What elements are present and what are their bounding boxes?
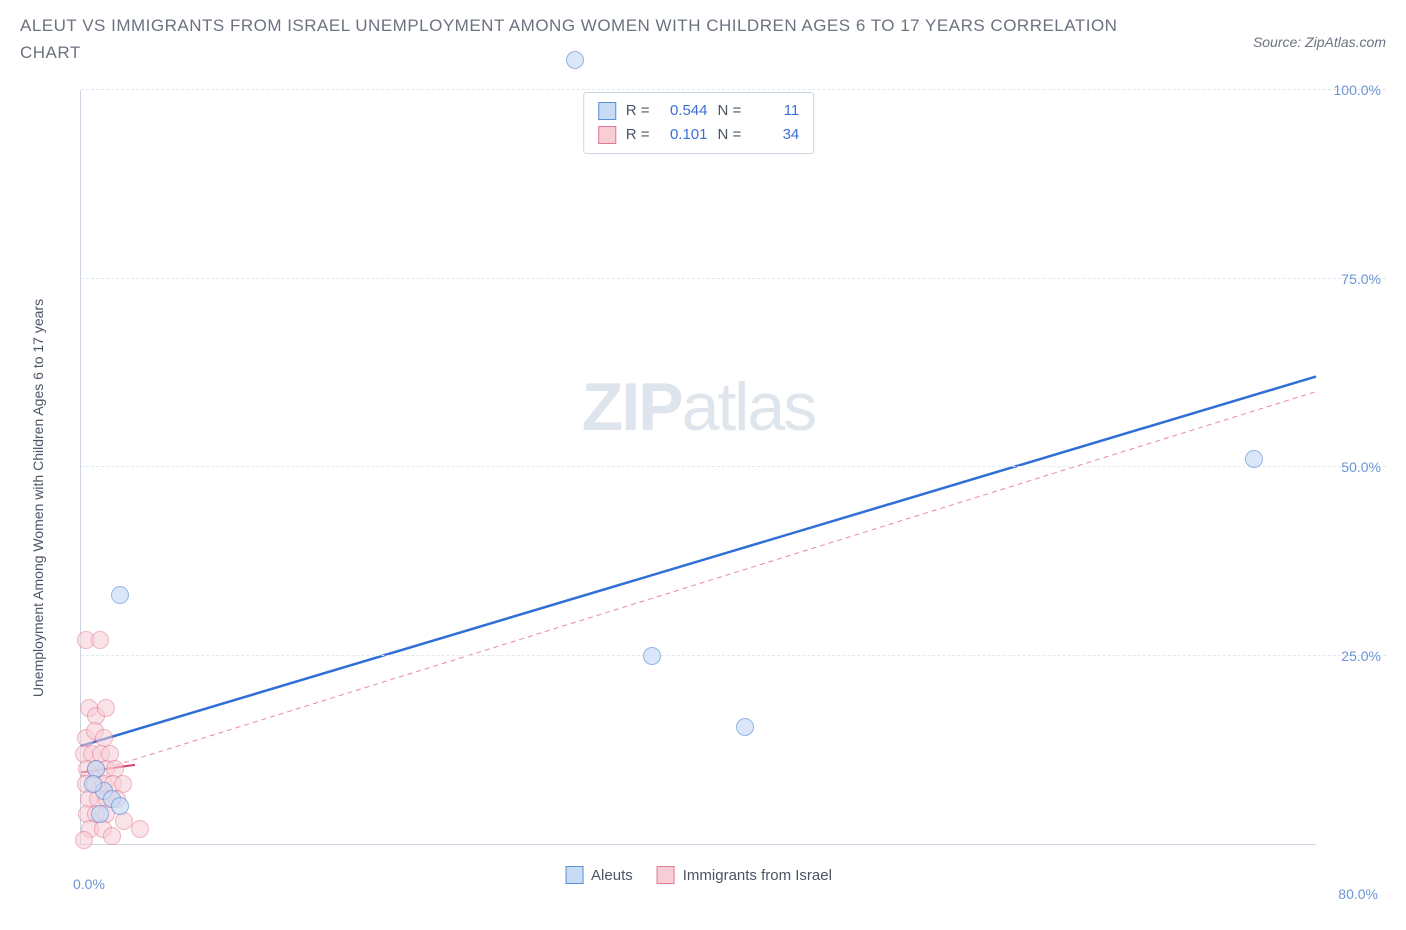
data-point: [1245, 450, 1263, 468]
gridline: [81, 278, 1386, 279]
data-point: [566, 51, 584, 69]
data-point: [91, 805, 109, 823]
label-r: R =: [626, 99, 650, 123]
stats-row-israel: R = 0.101 N = 34: [598, 123, 800, 147]
series-legend: Aleuts Immigrants from Israel: [565, 866, 832, 884]
legend-item-israel: Immigrants from Israel: [657, 866, 832, 884]
data-point: [111, 797, 129, 815]
plot-region: ZIPatlas R = 0.544 N = 11 R = 0.101 N = …: [80, 90, 1316, 845]
data-point: [97, 699, 115, 717]
legend-label-aleuts: Aleuts: [591, 867, 633, 884]
watermark: ZIPatlas: [582, 368, 815, 446]
data-point: [103, 827, 121, 845]
data-point: [736, 718, 754, 736]
stats-legend: R = 0.544 N = 11 R = 0.101 N = 34: [583, 92, 815, 154]
legend-item-aleuts: Aleuts: [565, 866, 633, 884]
value-n-israel: 34: [751, 123, 799, 147]
y-tick-label: 75.0%: [1341, 271, 1381, 287]
x-tick-max: 80.0%: [1338, 886, 1378, 902]
swatch-aleuts: [565, 866, 583, 884]
watermark-atlas: atlas: [682, 369, 816, 445]
trend-lines: [81, 90, 1316, 844]
value-n-aleuts: 11: [751, 99, 799, 123]
label-r: R =: [626, 123, 650, 147]
y-axis-label: Unemployment Among Women with Children A…: [30, 299, 46, 697]
data-point: [75, 831, 93, 849]
y-tick-label: 50.0%: [1341, 459, 1381, 475]
chart-header: ALEUT VS IMMIGRANTS FROM ISRAEL UNEMPLOY…: [0, 0, 1406, 66]
value-r-aleuts: 0.544: [660, 99, 708, 123]
data-point: [643, 647, 661, 665]
data-point: [84, 775, 102, 793]
gridline: [81, 655, 1386, 656]
gridline: [81, 466, 1386, 467]
label-n: N =: [718, 99, 742, 123]
label-n: N =: [718, 123, 742, 147]
data-point: [111, 586, 129, 604]
gridline: [81, 89, 1386, 90]
y-tick-label: 25.0%: [1341, 648, 1381, 664]
swatch-aleuts: [598, 102, 616, 120]
legend-label-israel: Immigrants from Israel: [683, 867, 832, 884]
stats-row-aleuts: R = 0.544 N = 11: [598, 99, 800, 123]
swatch-israel: [598, 126, 616, 144]
y-tick-label: 100.0%: [1334, 82, 1381, 98]
watermark-zip: ZIP: [582, 369, 682, 445]
source-attribution: Source: ZipAtlas.com: [1253, 34, 1386, 50]
data-point: [131, 820, 149, 838]
chart-area: Unemployment Among Women with Children A…: [48, 80, 1386, 900]
x-tick-min: 0.0%: [73, 876, 105, 892]
data-point: [91, 631, 109, 649]
swatch-israel: [657, 866, 675, 884]
value-r-israel: 0.101: [660, 123, 708, 147]
